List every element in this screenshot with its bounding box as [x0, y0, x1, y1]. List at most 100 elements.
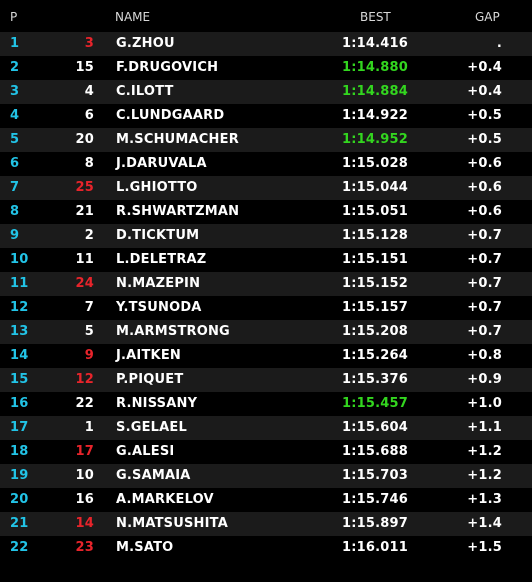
table-row: 4 6 C.LUNDGAARD 1:14.922 +0.5: [0, 104, 532, 128]
row-driver-name: M.SATO: [116, 540, 174, 555]
row-best-time: 1:15.703: [342, 468, 409, 483]
row-best-time: 1:15.897: [342, 516, 409, 531]
row-gap: +0.7: [467, 324, 502, 339]
row-gap: +1.5: [467, 540, 502, 555]
row-gap: +1.4: [467, 516, 502, 531]
row-gap: +0.7: [467, 276, 502, 291]
header-name: NAME: [115, 10, 151, 24]
row-car-number: 12: [75, 372, 94, 387]
table-row: 22 23 M.SATO 1:16.011 +1.5: [0, 536, 532, 560]
row-car-number: 3: [84, 36, 94, 51]
row-gap: +1.2: [467, 468, 502, 483]
row-best-time: 1:15.028: [342, 156, 409, 171]
row-gap: +0.7: [467, 228, 502, 243]
row-driver-name: C.LUNDGAARD: [116, 108, 225, 123]
table-row: 5 20 M.SCHUMACHER 1:14.952 +0.5: [0, 128, 532, 152]
row-best-time: 1:14.952: [342, 132, 409, 147]
row-position: 8: [10, 204, 20, 219]
row-best-time: 1:15.264: [342, 348, 409, 363]
row-position: 4: [10, 108, 20, 123]
row-driver-name: N.MATSUSHITA: [116, 516, 228, 531]
row-car-number: 21: [75, 204, 94, 219]
table-row: 8 21 R.SHWARTZMAN 1:15.051 +0.6: [0, 200, 532, 224]
row-driver-name: R.SHWARTZMAN: [116, 204, 240, 219]
row-gap: +1.2: [467, 444, 502, 459]
row-driver-name: N.MAZEPIN: [116, 276, 201, 291]
row-position: 7: [10, 180, 20, 195]
row-position: 11: [10, 276, 29, 291]
row-best-time: 1:14.880: [342, 60, 409, 75]
row-driver-name: Y.TSUNODA: [116, 300, 202, 315]
row-gap: +0.7: [467, 252, 502, 267]
table-row: 6 8 J.DARUVALA 1:15.028 +0.6: [0, 152, 532, 176]
row-position: 16: [10, 396, 29, 411]
row-best-time: 1:14.416: [342, 36, 409, 51]
row-driver-name: P.PIQUET: [116, 372, 184, 387]
row-car-number: 22: [75, 396, 94, 411]
row-best-time: 1:15.152: [342, 276, 409, 291]
row-position: 10: [10, 252, 29, 267]
table-row: 11 24 N.MAZEPIN 1:15.152 +0.7: [0, 272, 532, 296]
row-gap: +0.4: [467, 84, 502, 99]
row-driver-name: J.DARUVALA: [116, 156, 207, 171]
row-driver-name: G.SAMAIA: [116, 468, 191, 483]
row-gap: +0.7: [467, 300, 502, 315]
row-driver-name: L.GHIOTTO: [116, 180, 198, 195]
row-position: 21: [10, 516, 29, 531]
table-row: 20 16 A.MARKELOV 1:15.746 +1.3: [0, 488, 532, 512]
row-car-number: 15: [75, 60, 94, 75]
table-header: P NAME BEST GAP: [0, 0, 532, 32]
row-driver-name: C.ILOTT: [116, 84, 174, 99]
row-best-time: 1:15.208: [342, 324, 409, 339]
row-car-number: 11: [75, 252, 94, 267]
row-driver-name: F.DRUGOVICH: [116, 60, 219, 75]
row-car-number: 20: [75, 132, 94, 147]
row-driver-name: L.DELETRAZ: [116, 252, 207, 267]
row-gap: .: [496, 36, 502, 51]
row-car-number: 25: [75, 180, 94, 195]
row-car-number: 1: [84, 420, 94, 435]
row-position: 5: [10, 132, 20, 147]
row-position: 20: [10, 492, 29, 507]
table-row: 21 14 N.MATSUSHITA 1:15.897 +1.4: [0, 512, 532, 536]
table-row: 2 15 F.DRUGOVICH 1:14.880 +0.4: [0, 56, 532, 80]
table-row: 9 2 D.TICKTUM 1:15.128 +0.7: [0, 224, 532, 248]
row-best-time: 1:15.688: [342, 444, 409, 459]
row-best-time: 1:15.376: [342, 372, 409, 387]
row-position: 18: [10, 444, 29, 459]
row-best-time: 1:15.157: [342, 300, 409, 315]
row-position: 3: [10, 84, 20, 99]
row-car-number: 8: [84, 156, 94, 171]
row-car-number: 7: [84, 300, 94, 315]
row-gap: +0.5: [467, 132, 502, 147]
table-row: 13 5 M.ARMSTRONG 1:15.208 +0.7: [0, 320, 532, 344]
header-position: P: [10, 10, 18, 24]
row-car-number: 5: [84, 324, 94, 339]
row-gap: +0.5: [467, 108, 502, 123]
row-car-number: 9: [84, 348, 94, 363]
row-position: 9: [10, 228, 20, 243]
row-best-time: 1:15.044: [342, 180, 409, 195]
table-row: 3 4 C.ILOTT 1:14.884 +0.4: [0, 80, 532, 104]
table-row: 16 22 R.NISSANY 1:15.457 +1.0: [0, 392, 532, 416]
row-car-number: 10: [75, 468, 94, 483]
row-driver-name: R.NISSANY: [116, 396, 198, 411]
row-best-time: 1:15.128: [342, 228, 409, 243]
row-best-time: 1:14.884: [342, 84, 409, 99]
row-position: 22: [10, 540, 29, 555]
row-gap: +0.8: [467, 348, 502, 363]
table-row: 14 9 J.AITKEN 1:15.264 +0.8: [0, 344, 532, 368]
row-position: 6: [10, 156, 20, 171]
row-best-time: 1:16.011: [342, 540, 409, 555]
table-row: 10 11 L.DELETRAZ 1:15.151 +0.7: [0, 248, 532, 272]
table-row: 1 3 G.ZHOU 1:14.416.: [0, 32, 532, 56]
header-best: BEST: [360, 10, 391, 24]
table-row: 12 7 Y.TSUNODA 1:15.157 +0.7: [0, 296, 532, 320]
row-position: 13: [10, 324, 29, 339]
row-car-number: 16: [75, 492, 94, 507]
row-driver-name: S.GELAEL: [116, 420, 187, 435]
table-row: 19 10 G.SAMAIA 1:15.703 +1.2: [0, 464, 532, 488]
row-best-time: 1:15.457: [342, 396, 409, 411]
row-best-time: 1:15.604: [342, 420, 409, 435]
